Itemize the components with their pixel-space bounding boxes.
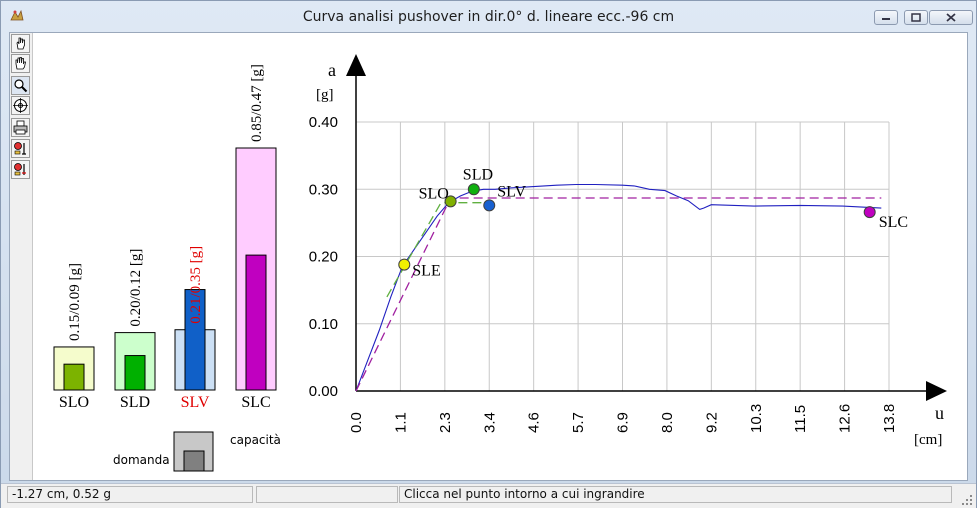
close-button[interactable]: [929, 10, 973, 25]
toolbar: [10, 33, 33, 480]
y-tick-label: 0.20: [309, 249, 338, 266]
target-icon: [13, 98, 28, 113]
x-tick-label: 13.8: [881, 404, 898, 433]
minimize-icon: [882, 18, 890, 20]
bar-category-label: SLD: [120, 394, 150, 411]
limit-state-point: [444, 195, 457, 208]
y-tick-label: 0.10: [309, 316, 338, 333]
bar-category-label: SLO: [59, 394, 89, 411]
restore-icon: [911, 13, 921, 22]
limit-state-label: SLO: [419, 185, 449, 202]
limit-state-point: [398, 258, 411, 271]
series-line: [355, 197, 882, 392]
x-tick-label: 1.1: [392, 412, 409, 433]
limit-state-point: [483, 199, 496, 212]
x-tick-label: 10.3: [748, 404, 765, 433]
series-line: [355, 183, 882, 392]
center-tool-button[interactable]: [11, 96, 30, 115]
limit-state-point: [863, 206, 876, 219]
marker-point-icon: [14, 142, 26, 155]
bar-value-label: 0.85/0.47 [g]: [249, 64, 265, 142]
marker-alt-button[interactable]: [11, 160, 30, 179]
x-tick-label: 0.0: [348, 412, 365, 433]
limit-state-point: [467, 183, 480, 196]
legend-demand-swatch: [183, 450, 205, 472]
y-axis-unit: [g]: [316, 87, 334, 103]
status-message: Clicca nel punto intorno a cui ingrandir…: [399, 486, 952, 503]
limit-state-label: SLV: [497, 183, 526, 200]
pushover-chart[interactable]: SLO 0.15/0.09 [g] SLD 0.20/0.12 [g] SLV 0.21/…: [10, 33, 968, 480]
limit-state-label: SLC: [879, 214, 908, 231]
bar-value-label: 0.21/0.35 [g]: [188, 246, 204, 324]
close-icon: [946, 13, 956, 22]
y-tick-label: 0.30: [309, 181, 338, 198]
y-tick-label: 0.00: [309, 383, 338, 400]
x-axis-arrow-icon: [926, 381, 947, 401]
window-title: Curva analisi pushover in dir.0° d. line…: [302, 9, 675, 25]
pushover-curve-plot: 0.00 0.10 0.20 0.30 0.40 0.0 1.1 2.3 3.4 4.6 5.7 6.…: [309, 54, 947, 448]
bar-demand-slv: [184, 289, 206, 391]
bar-value-label: 0.20/0.12 [g]: [128, 249, 144, 327]
x-tick-label: 6.9: [615, 412, 632, 433]
x-tick-label: 5.7: [570, 412, 587, 433]
minimize-button[interactable]: [874, 10, 898, 25]
bar-value-label: 0.15/0.09 [g]: [67, 263, 83, 341]
pan-hand-icon: [15, 57, 26, 70]
x-tick-label: 12.6: [837, 404, 854, 433]
pointer-hand-icon: [16, 37, 25, 50]
cursor-coordinates: -1.27 cm, 0.52 g: [7, 486, 253, 503]
maximize-button[interactable]: [904, 10, 928, 25]
y-axis-label: a: [328, 60, 336, 80]
resize-grip-icon[interactable]: [960, 493, 973, 506]
bar-demand-slo: [63, 363, 85, 391]
print-button[interactable]: [11, 118, 30, 137]
x-axis-unit: [cm]: [914, 432, 942, 448]
x-tick-label: 11.5: [792, 405, 809, 433]
bar-category-label: SLC: [241, 394, 270, 411]
y-tick-label: 0.40: [309, 114, 338, 131]
x-tick-label: 9.2: [703, 412, 720, 433]
title-bar[interactable]: Curva analisi pushover in dir.0° d. line…: [1, 1, 976, 31]
zoom-icon: [14, 79, 28, 93]
bar-legend: domanda capacità: [113, 431, 281, 472]
x-tick-label: 8.0: [659, 412, 676, 433]
app-icon: [10, 9, 24, 21]
bar-demand-slc: [245, 254, 267, 391]
y-axis-arrow-icon: [346, 54, 366, 76]
status-bar: -1.27 cm, 0.52 g Clicca nel punto intorn…: [1, 483, 976, 508]
limit-state-label: SLD: [463, 166, 493, 183]
bar-category-label: SLV: [181, 394, 210, 411]
pan-tool-button[interactable]: [11, 54, 30, 73]
legend-capacity-label: capacità: [230, 433, 281, 447]
limit-state-label: SLE: [412, 263, 440, 280]
print-icon: [13, 120, 28, 135]
x-tick-label: 2.3: [437, 412, 454, 433]
marker-point-alt-icon: [14, 163, 26, 176]
x-axis-label: u: [935, 403, 944, 423]
pointer-tool-button[interactable]: [11, 34, 30, 53]
limit-state-bars: SLO 0.15/0.09 [g] SLD 0.20/0.12 [g] SLV 0.21/…: [53, 64, 277, 411]
zoom-tool-button[interactable]: [11, 76, 30, 95]
x-tick-label: 3.4: [481, 412, 498, 433]
marker-button[interactable]: [11, 139, 30, 158]
legend-demand-label: domanda: [113, 453, 170, 467]
x-tick-label: 4.6: [526, 412, 543, 433]
bar-demand-sld: [124, 355, 146, 391]
status-cell-empty: [256, 486, 398, 503]
